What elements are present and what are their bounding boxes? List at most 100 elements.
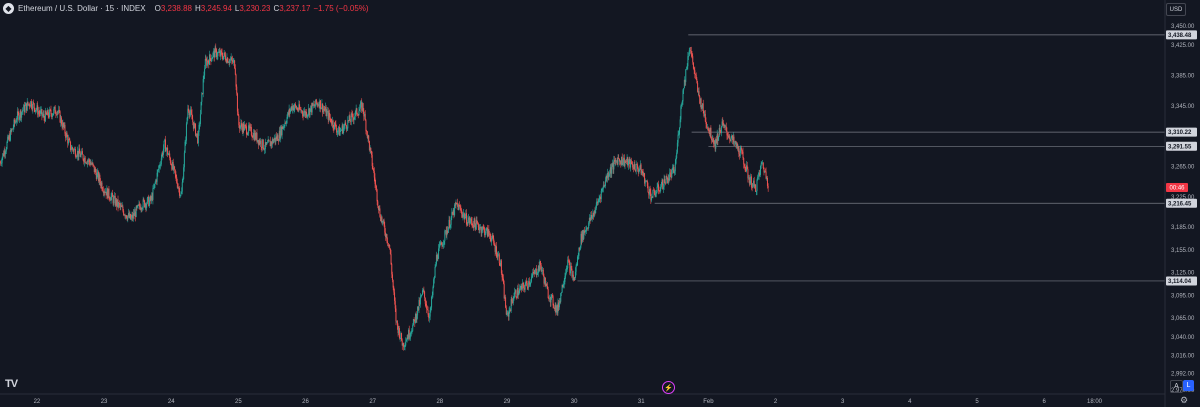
candle-body: [292, 105, 294, 110]
candle-body: [330, 118, 332, 123]
candle-body: [549, 298, 551, 303]
candle-body: [706, 126, 708, 128]
candle-body: [515, 290, 517, 298]
x-tick-label: 30: [571, 399, 578, 405]
candle-body: [111, 193, 113, 197]
candle-body: [305, 111, 307, 116]
candle-body: [451, 212, 453, 218]
candle-body: [309, 108, 311, 116]
candle-body: [684, 79, 686, 83]
candle-body: [463, 213, 465, 215]
candle-body: [117, 199, 119, 207]
candle-body: [153, 184, 155, 188]
symbol-title[interactable]: Ethereum / U.S. Dollar · 15 · INDEX: [18, 4, 146, 13]
candle-body: [593, 213, 595, 217]
candle-body: [158, 165, 160, 169]
candle-body: [352, 113, 354, 118]
candle-body: [218, 51, 220, 53]
close-value: 3,237.17: [279, 4, 311, 13]
candle-body: [79, 153, 81, 157]
candle-body: [621, 156, 623, 165]
countdown-label: 00:46: [1169, 186, 1185, 192]
candle-body: [174, 166, 176, 170]
candle-body: [614, 160, 616, 162]
candle-body: [102, 189, 104, 191]
candle-body: [50, 109, 52, 114]
candle-body: [378, 208, 380, 210]
candle-body: [575, 265, 577, 272]
candle-body: [452, 210, 454, 215]
candle-body: [416, 315, 418, 320]
open-value: 3,238.88: [160, 4, 192, 13]
candle-body: [718, 136, 720, 141]
y-tick-label: 3,125.00: [1171, 271, 1195, 277]
candle-body: [519, 288, 521, 294]
y-tick-label: 3,016.00: [1171, 353, 1195, 359]
candle-body: [56, 114, 58, 115]
candle-body: [250, 126, 252, 128]
candle-body: [129, 213, 131, 218]
candle-body: [560, 293, 562, 302]
candle-body: [504, 297, 506, 299]
candle-body: [484, 233, 486, 236]
candle-body: [86, 161, 88, 164]
candle-body: [21, 111, 23, 113]
candle-body: [740, 148, 742, 149]
candle-body: [23, 105, 25, 111]
gear-icon[interactable]: ⚙: [1180, 395, 1189, 405]
candle-body: [569, 262, 571, 274]
candle-body: [692, 62, 694, 69]
candle-body: [545, 283, 547, 287]
candle-body: [654, 193, 656, 197]
candle-body: [238, 115, 240, 126]
candle-body: [130, 217, 132, 220]
candle-body: [40, 109, 42, 111]
candle-body: [714, 140, 716, 149]
candle-body: [144, 200, 146, 208]
candle-body: [334, 122, 336, 124]
candle-body: [392, 280, 394, 288]
candle-body: [350, 113, 352, 122]
candle-body: [524, 285, 526, 290]
candle-body: [669, 172, 671, 174]
candle-body: [471, 221, 473, 225]
candle-body: [567, 259, 569, 268]
candle-body: [74, 148, 76, 157]
log-scale-button[interactable]: L: [1183, 380, 1194, 391]
candle-body: [732, 135, 734, 141]
candle-body: [324, 107, 326, 111]
candle-body: [408, 329, 410, 338]
candle-body: [126, 217, 128, 220]
candle-body: [736, 143, 738, 147]
candle-body: [521, 285, 523, 290]
candle-body: [602, 188, 604, 190]
candle-body: [206, 60, 208, 66]
candle-body: [732, 136, 734, 141]
candle-body: [68, 138, 70, 140]
candle-body: [190, 110, 192, 114]
candle-body: [641, 170, 643, 174]
high-value: 3,245.94: [200, 4, 232, 13]
candle-body: [594, 211, 596, 214]
candle-body: [166, 147, 168, 149]
candle-body: [746, 165, 748, 172]
candle-body: [570, 266, 572, 269]
candle-body: [112, 196, 114, 204]
candle-body: [178, 188, 180, 196]
auto-scale-button[interactable]: A: [1170, 380, 1183, 393]
candle-body: [462, 214, 464, 217]
candle-body: [424, 297, 426, 304]
lightning-icon[interactable]: ⚡: [662, 381, 675, 394]
currency-button[interactable]: USD: [1166, 3, 1186, 16]
candle-body: [299, 109, 301, 110]
x-tick-label: 3: [841, 399, 845, 405]
candle-body: [248, 125, 250, 134]
candle-body: [137, 205, 139, 206]
candle-body: [537, 272, 539, 275]
candle-body: [711, 138, 713, 141]
candle-body: [681, 104, 683, 107]
candle-body: [573, 277, 575, 281]
candle-body: [222, 56, 224, 60]
candle-body: [709, 129, 711, 135]
